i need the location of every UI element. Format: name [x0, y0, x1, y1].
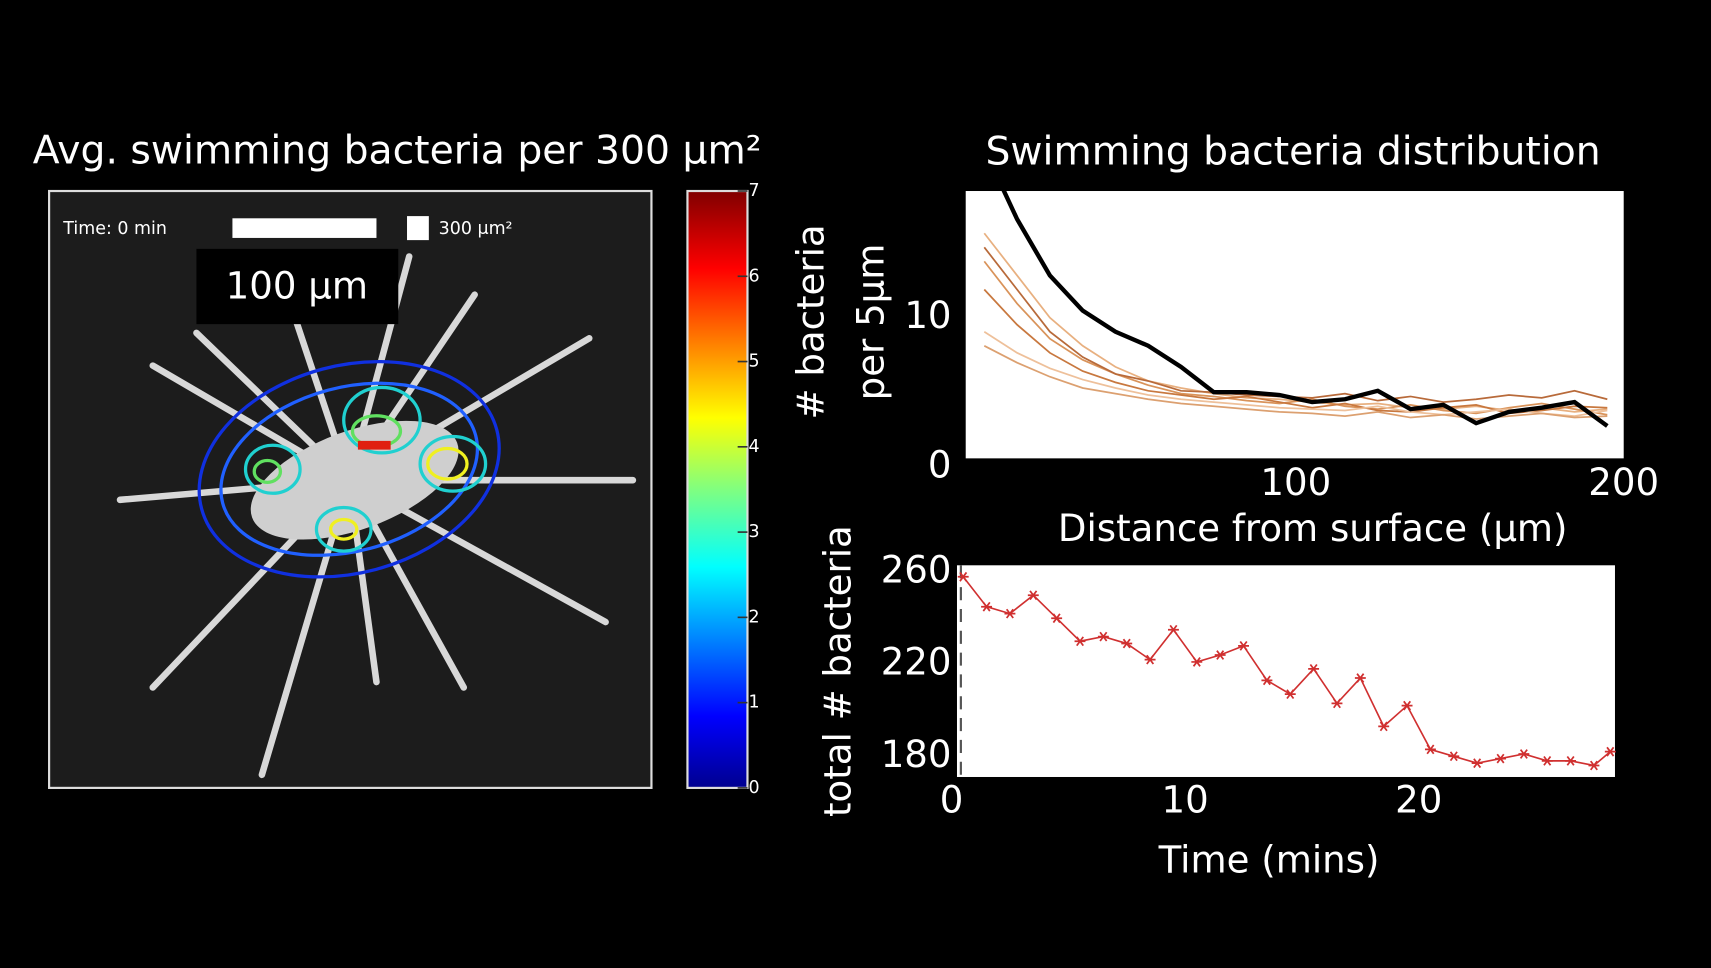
data-marker	[1604, 746, 1616, 757]
x-axis-label: Distance from surface (μm)	[1058, 507, 1568, 550]
plot-area	[956, 565, 1615, 777]
data-marker	[1167, 624, 1179, 635]
data-marker	[1027, 590, 1039, 601]
data-marker	[1051, 613, 1063, 624]
data-marker	[1191, 657, 1203, 667]
colorbar	[686, 189, 749, 789]
y-tick-label: 0	[928, 444, 952, 487]
data-marker	[1588, 760, 1600, 771]
x-tick-label: 20	[1395, 779, 1442, 822]
colorbar-tick-label: 2	[749, 607, 760, 627]
y-axis-label: # bacteria	[789, 224, 832, 419]
colorbar-tick-label: 5	[749, 352, 760, 372]
colorbar-tick-label: 4	[749, 437, 760, 457]
y-tick-label: 220	[881, 641, 952, 684]
colorbar-tick-label: 7	[749, 181, 760, 201]
data-marker	[1214, 650, 1226, 660]
colorbar-tick-label: 0	[749, 778, 760, 798]
data-marker	[1518, 749, 1530, 759]
data-line	[983, 330, 1608, 418]
data-marker	[1308, 663, 1320, 674]
colorbar-tick-label: 6	[749, 266, 760, 286]
plot-lines	[957, 565, 1616, 777]
x-tick-label: 100	[1260, 461, 1331, 504]
data-marker	[1471, 758, 1483, 769]
colorbar-tick-label: 3	[749, 522, 760, 542]
data-marker	[1331, 698, 1343, 709]
data-marker	[1097, 631, 1109, 642]
data-marker	[1238, 640, 1249, 651]
data-marker	[1448, 751, 1460, 762]
y-tick-label: 10	[904, 294, 951, 337]
chart-title: Swimming bacteria distribution	[986, 129, 1601, 174]
y-tick-label: 180	[881, 733, 952, 776]
data-marker	[1074, 636, 1086, 647]
x-tick-label: 10	[1162, 779, 1209, 822]
micrograph	[48, 189, 653, 789]
data-line	[983, 345, 1608, 420]
data-marker	[957, 571, 969, 582]
colorbar-tick-label: 1	[749, 693, 760, 713]
plot-lines	[983, 191, 1609, 428]
area-label: 300 μm²	[439, 219, 513, 239]
x-axis-label: Time (mins)	[1158, 839, 1380, 882]
data-marker	[1541, 755, 1553, 766]
data-marker	[1495, 753, 1506, 764]
image-title: Avg. swimming bacteria per 300 μm²	[33, 128, 762, 173]
y-axis-label: per 5μm	[849, 244, 892, 401]
plot-area	[965, 191, 1624, 459]
scale-bar-label: 100 μm	[226, 265, 368, 308]
y-tick-label: 260	[881, 549, 952, 592]
data-marker	[1121, 638, 1133, 649]
data-line	[1001, 191, 1609, 428]
time-label: Time: 0 min	[62, 219, 167, 239]
data-marker	[1565, 755, 1577, 766]
data-marker	[1401, 700, 1413, 711]
data-marker	[1004, 608, 1016, 619]
y-axis-label: total # bacteria	[817, 525, 860, 817]
x-tick-label: 0	[940, 779, 964, 822]
data-marker	[1424, 744, 1436, 755]
data-marker	[1354, 673, 1366, 683]
data-line	[983, 260, 1608, 416]
x-tick-label: 200	[1588, 461, 1659, 504]
data-marker	[1261, 675, 1273, 686]
data-marker	[1144, 654, 1156, 665]
data-marker	[981, 601, 993, 612]
data-marker	[1284, 689, 1296, 700]
data-marker	[1378, 721, 1390, 732]
